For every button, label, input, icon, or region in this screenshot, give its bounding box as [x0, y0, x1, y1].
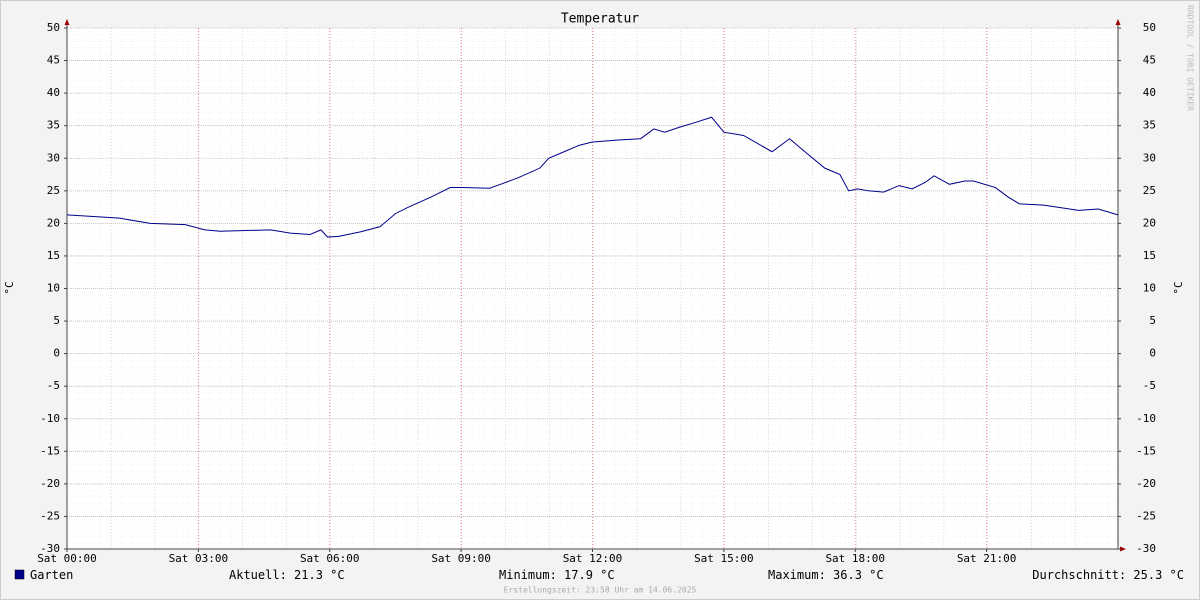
axis-arrow [1120, 546, 1126, 552]
y2-tick-label: -30 [1136, 542, 1156, 555]
y2-tick-label: -15 [1136, 444, 1156, 457]
y2-axis-label: °C [1172, 281, 1185, 294]
y2-tick-label: 35 [1143, 119, 1156, 132]
legend-label: Garten [30, 568, 73, 582]
hour-grid [67, 28, 1118, 549]
y-tick-label: -10 [40, 412, 60, 425]
stat: Maximum: 36.3 °C [768, 568, 884, 582]
x-tick-label: Sat 15:00 [694, 552, 754, 565]
y2-tick-label: 40 [1143, 86, 1156, 99]
legend-swatch [14, 569, 25, 580]
y-tick-label: 40 [47, 86, 60, 99]
data-line [66, 116, 1119, 238]
y2-tick-label: 20 [1143, 216, 1156, 229]
y2-tick-label: 45 [1143, 54, 1156, 67]
y2-tick-label: 10 [1143, 282, 1156, 295]
axis-arrow [64, 19, 70, 25]
stat: Aktuell: 21.3 °C [229, 568, 345, 582]
y-tick-label: -5 [47, 379, 60, 392]
x-tick-label: Sat 09:00 [431, 552, 491, 565]
y-tick-label: 10 [47, 282, 60, 295]
y2-tick-label: 5 [1149, 314, 1156, 327]
y2-tick-label: 25 [1143, 184, 1156, 197]
x-tick-label: Sat 12:00 [563, 552, 623, 565]
y2-tick-label: -25 [1136, 509, 1156, 522]
y2-tick-label: 50 [1143, 21, 1156, 34]
y-tick-label: -20 [40, 477, 60, 490]
y-tick-label: -25 [40, 509, 60, 522]
y2-tick-label: 15 [1143, 249, 1156, 262]
y-tick-label: 50 [47, 21, 60, 34]
axis-arrow [1115, 19, 1121, 25]
watermark: RRDTOOL / TOBI OETIKER [1186, 5, 1195, 111]
y-tick-label: -15 [40, 444, 60, 457]
y2-tick-label: 0 [1149, 347, 1156, 360]
x-tick-label: Sat 18:00 [825, 552, 885, 565]
y2-tick-label: -20 [1136, 477, 1156, 490]
y-tick-label: -30 [40, 542, 60, 555]
y-tick-label: 15 [47, 249, 60, 262]
y-tick-label: 30 [47, 151, 60, 164]
y2-tick-label: 30 [1143, 151, 1156, 164]
x-tick-label: Sat 03:00 [169, 552, 229, 565]
stat: Durchschnitt: 25.3 °C [1032, 568, 1184, 582]
y-tick-label: 0 [53, 347, 60, 360]
x-tick-label: Sat 21:00 [957, 552, 1017, 565]
y-tick-label: 25 [47, 184, 60, 197]
chart-title: Temperatur [561, 12, 639, 27]
y-tick-label: 20 [47, 216, 60, 229]
x-tick-label: Sat 00:00 [37, 552, 97, 565]
y-tick-label: 5 [53, 314, 60, 327]
y2-tick-label: -5 [1143, 379, 1156, 392]
y-tick-label: 35 [47, 119, 60, 132]
footnote: Erstellungszeit: 23:58 Uhr am 14.06.2025 [504, 586, 697, 595]
y-axis-label: °C [3, 281, 16, 294]
y-tick-label: 45 [47, 54, 60, 67]
x-tick-label: Sat 06:00 [300, 552, 360, 565]
y2-tick-label: -10 [1136, 412, 1156, 425]
stat: Minimum: 17.9 °C [499, 568, 615, 582]
